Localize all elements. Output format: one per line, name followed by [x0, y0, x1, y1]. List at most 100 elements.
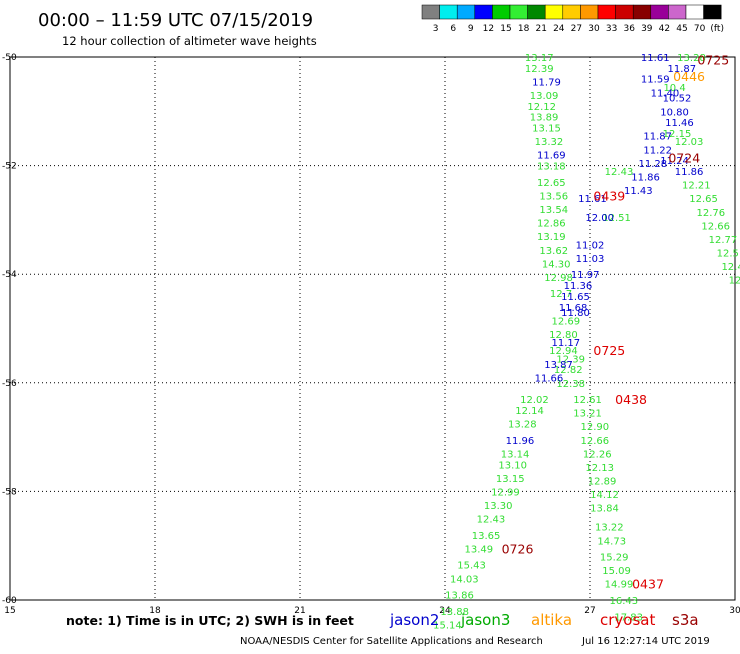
- data-point-value: 11.86: [675, 167, 704, 178]
- data-point-value: 13.86: [445, 591, 474, 602]
- data-point-value: 12.39: [556, 354, 585, 365]
- data-points: 13.1712.3913.0912.1213.8913.1513.3213.18…: [433, 53, 740, 631]
- data-point-value: 12.02: [520, 395, 549, 406]
- data-point-value: 11.69: [537, 151, 566, 162]
- data-point-value: 10.80: [660, 107, 689, 118]
- colorbar-label: 39: [641, 24, 653, 34]
- data-point-value: 13.89: [530, 113, 559, 124]
- data-point-value: 13.65: [472, 531, 501, 542]
- data-point-value: 11.68: [559, 303, 588, 314]
- pass-time-label: 0446: [673, 69, 705, 84]
- data-point-value: 17.83: [614, 612, 643, 623]
- data-point-value: 13.32: [535, 137, 564, 148]
- data-point-value: 12.26: [583, 449, 612, 460]
- data-point-value: 12.38: [556, 379, 585, 390]
- data-point-value: 12.86: [537, 219, 566, 230]
- colorbar-label: 3: [433, 24, 439, 34]
- data-point-value: 12.39: [525, 64, 554, 75]
- x-tick-label: 24: [439, 606, 451, 616]
- data-point-value: 11.86: [631, 172, 660, 183]
- data-point-value: 10.4: [663, 83, 685, 94]
- data-point-value: 16.43: [610, 596, 639, 607]
- colorbar-label: 24: [553, 24, 565, 34]
- data-point-value: 12.43: [477, 515, 506, 526]
- data-point-value: 14.12: [590, 490, 619, 501]
- pass-time-label: 0438: [615, 392, 647, 407]
- data-point-value: 12.14: [515, 406, 544, 417]
- data-point-value: 14.73: [597, 536, 626, 547]
- y-tick-label: -58: [2, 487, 17, 497]
- data-point-value: 10.52: [663, 94, 692, 105]
- data-point-value: 12.69: [552, 316, 581, 327]
- data-point-value: 15.09: [602, 566, 631, 577]
- data-point-value: 12.82: [554, 365, 583, 376]
- data-point-value: 13.10: [498, 460, 527, 471]
- data-point-value: 11.61: [578, 194, 607, 205]
- data-point-value: 12: [729, 276, 740, 287]
- colorbar-swatch: [580, 4, 599, 20]
- footer-note: note: 1) Time is in UTC; 2) SWH is in fe…: [66, 613, 354, 628]
- data-point-value: 11.24: [660, 156, 689, 167]
- plot-frame: [9, 56, 736, 601]
- data-point-value: 11.79: [532, 77, 561, 88]
- colorbar-swatch: [492, 4, 511, 20]
- data-point-value: 11.65: [561, 292, 590, 303]
- data-point-value: 13.30: [484, 501, 513, 512]
- data-point-value: 13.15: [496, 474, 525, 485]
- pass-time-label: 0725: [697, 53, 729, 68]
- data-point-value: 12.98: [544, 273, 573, 284]
- footer-credit: NOAA/NESDIS Center for Satellite Applica…: [240, 636, 543, 647]
- colorbar-label: 42: [659, 24, 670, 34]
- colorbar-swatch: [421, 4, 440, 20]
- legend-altika: altika: [531, 611, 572, 629]
- colorbar-swatch: [703, 4, 722, 20]
- colorbar-label: 21: [535, 24, 546, 34]
- colorbar-swatch: [439, 4, 458, 20]
- data-point-value: 12.66: [581, 436, 610, 447]
- colorbar-label: 12: [483, 24, 494, 34]
- colorbar-label: 33: [606, 24, 617, 34]
- data-point-value: 12.61: [573, 395, 602, 406]
- satellite-legend: jason2 jason3 altika cryosat s3a: [389, 611, 699, 629]
- data-point-value: 11.17: [552, 338, 581, 349]
- data-point-value: 12.21: [682, 181, 711, 192]
- pass-time-label: 0726: [502, 541, 534, 556]
- data-point-value: 11.28: [639, 159, 668, 170]
- legend-s3a: s3a: [672, 611, 699, 629]
- data-point-value: 14.03: [450, 574, 479, 585]
- legend-cryosat: cryosat: [600, 611, 655, 629]
- data-point-value: 12.65: [537, 178, 566, 189]
- grid-lines: [10, 57, 735, 600]
- y-tick-label: -50: [2, 53, 17, 63]
- data-point-value: 11.40: [651, 88, 680, 99]
- data-point-value: 12.99: [491, 487, 520, 498]
- colorbar-swatch: [456, 4, 476, 20]
- chart-subtitle: 12 hour collection of altimeter wave hei…: [62, 34, 317, 48]
- x-tick-label: 21: [294, 606, 305, 616]
- y-tick-label: -54: [2, 270, 17, 280]
- colorbar-swatch: [650, 4, 669, 20]
- data-point-value: 12.7: [550, 289, 572, 300]
- data-point-value: 12.89: [588, 477, 617, 488]
- colorbar-swatch: [527, 4, 546, 20]
- colorbar-swatch: [615, 4, 634, 20]
- data-point-value: 13.84: [590, 504, 619, 515]
- data-point-value: 11.36: [564, 281, 593, 292]
- colorbar-swatch: [597, 4, 616, 20]
- colorbar-label: (ft): [710, 24, 724, 34]
- data-point-value: 13.56: [539, 191, 568, 202]
- colorbar-label: 6: [450, 24, 456, 34]
- colorbar-label: 70: [694, 24, 706, 34]
- data-point-value: 12.4: [721, 262, 740, 273]
- colorbar-swatch: [668, 4, 687, 20]
- data-point-value: 13.14: [501, 449, 530, 460]
- data-point-value: 14.99: [605, 580, 634, 591]
- data-point-value: 13.09: [530, 91, 559, 102]
- data-point-value: 13.19: [537, 232, 566, 243]
- x-tick-label: 27: [584, 606, 595, 616]
- data-point-value: 12.43: [605, 167, 634, 178]
- data-point-value: 12.12: [527, 102, 556, 113]
- data-point-value: 11.61: [641, 53, 670, 64]
